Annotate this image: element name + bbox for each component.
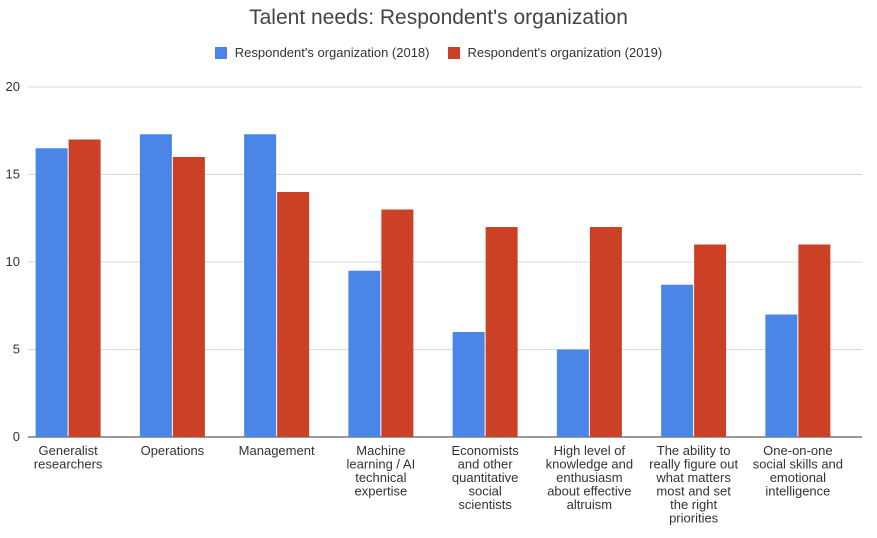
legend-label-2018: Respondent's organization (2018) [234, 45, 430, 60]
legend-item-2018[interactable]: Respondent's organization (2018) [214, 45, 430, 60]
bar-2019-7[interactable] [798, 244, 831, 438]
bar-2019-1[interactable] [172, 157, 205, 437]
y-tick-label: 10 [6, 254, 20, 269]
legend-swatch-2019 [447, 46, 460, 59]
y-tick-label: 0 [13, 429, 20, 444]
bar-2018-3[interactable] [348, 270, 381, 437]
bar-2018-6[interactable] [661, 284, 694, 437]
y-tick-label: 15 [6, 167, 20, 182]
bar-2019-3[interactable] [381, 209, 414, 438]
bar-2018-0[interactable] [35, 148, 68, 437]
y-tick-label: 5 [13, 342, 20, 357]
legend-swatch-2018 [214, 46, 227, 59]
bar-2019-2[interactable] [277, 192, 310, 437]
bar-2019-6[interactable] [694, 244, 727, 438]
bar-2018-5[interactable] [556, 349, 589, 438]
x-tick-label: High level of knowledge and enthusiasm abou… [546, 443, 633, 512]
legend-item-2019[interactable]: Respondent's organization (2019) [447, 45, 663, 60]
legend-label-2019: Respondent's organization (2019) [467, 45, 663, 60]
x-tick-label: One-on-one social skills and emotional inte… [753, 443, 843, 499]
bar-2018-1[interactable] [139, 134, 172, 437]
x-tick-label: Economists and other quantitative social sci… [452, 443, 520, 512]
chart-title: Talent needs: Respondent's organization [249, 6, 628, 29]
bar-2019-5[interactable] [589, 227, 622, 437]
bar-2018-2[interactable] [244, 134, 277, 437]
bar-2019-4[interactable] [485, 227, 518, 437]
bar-2019-0[interactable] [68, 139, 101, 438]
chart-legend: Respondent's organization (2018) Respond… [0, 45, 877, 60]
x-tick-label: Generalist researchers [34, 443, 103, 472]
bar-2018-7[interactable] [765, 314, 798, 438]
x-tick-label: Machine learning / AI technical expertise [347, 443, 416, 499]
x-tick-label: Management [239, 443, 315, 458]
y-tick-label: 20 [6, 79, 20, 94]
bar-2018-4[interactable] [452, 332, 485, 437]
x-tick-label: Operations [141, 443, 205, 458]
x-tick-label: The ability to really figure out what matt… [649, 443, 738, 526]
